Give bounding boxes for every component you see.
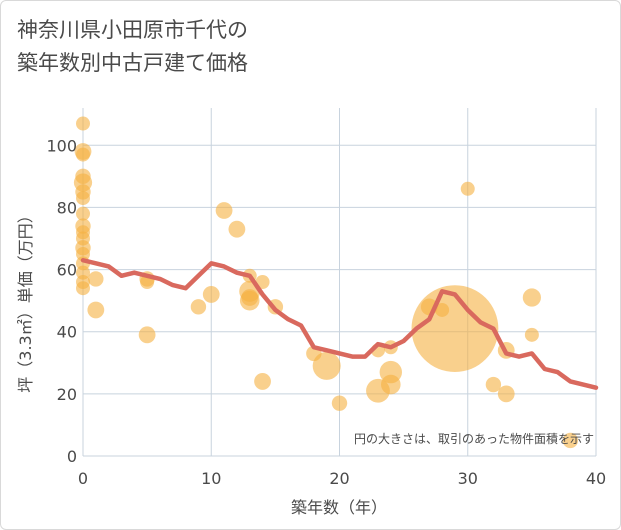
x-tick-label: 0 (78, 469, 88, 488)
x-tick-label: 10 (201, 469, 221, 488)
bubble-point (562, 432, 579, 449)
bubble-point (497, 385, 515, 403)
y-tick-label: 80 (57, 198, 77, 217)
average-price-line (80, 258, 599, 390)
bubble-point (87, 301, 105, 319)
bubble-point (239, 290, 260, 311)
bubble-point (76, 281, 90, 296)
bubble-point (254, 373, 271, 390)
y-tick-label: 40 (57, 323, 77, 342)
bubble-point (411, 285, 499, 373)
bubble-point (331, 395, 348, 411)
x-tick-label: 20 (329, 469, 349, 488)
bubble-size-note: 円の大きさは、取引のあった物件面積を示す (354, 431, 594, 446)
bubble-point (312, 351, 341, 380)
bubble-point (88, 271, 104, 287)
bubble-point (485, 376, 502, 393)
bubble-point (381, 374, 401, 395)
y-tick-label: 20 (57, 385, 77, 404)
bubble-point (228, 220, 246, 238)
bubble-point (524, 327, 539, 342)
chart-title-line-2: 築年数別中古戸建て価格 (17, 51, 248, 75)
chart-title-line-1: 神奈川県小田原市千代の (17, 18, 248, 42)
bubble-point (190, 299, 207, 315)
chart-title: 神奈川県小田原市千代の 築年数別中古戸建て価格 (17, 14, 248, 80)
bubble-point (76, 191, 90, 206)
bubble-point (460, 181, 475, 196)
y-tick-label: 0 (67, 447, 77, 466)
bubble-series (73, 116, 579, 449)
bubble-point (138, 326, 156, 344)
axis-ticks: 0 10 20 30 40 0 20 40 60 80 100 (46, 136, 606, 488)
x-axis-label: 築年数（年） (291, 498, 387, 517)
bubble-point (76, 206, 90, 221)
x-tick-label: 40 (586, 469, 606, 488)
x-tick-label: 30 (458, 469, 478, 488)
y-axis-label: 坪（3.3㎡）単価（万円） (16, 207, 35, 392)
bubble-point (522, 288, 541, 307)
y-tick-label: 60 (57, 261, 77, 280)
average-line-series (80, 258, 599, 390)
bubble-point (76, 147, 90, 162)
bubble-point (215, 202, 233, 219)
bubble-point (202, 286, 220, 303)
y-tick-label: 100 (46, 136, 77, 155)
bubble-point (76, 116, 90, 131)
